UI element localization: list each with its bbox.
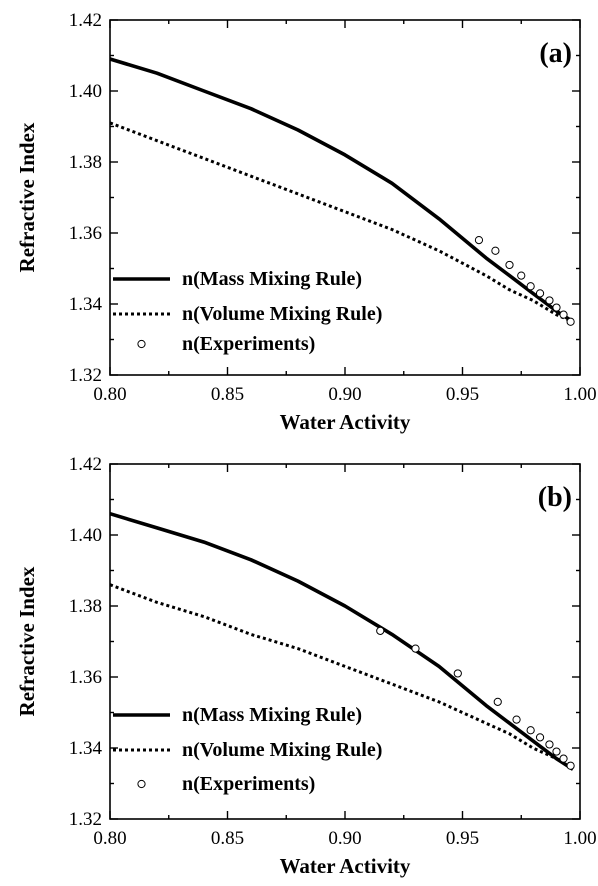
x-tick-label: 0.80 — [93, 384, 126, 405]
experiment-point — [545, 296, 554, 305]
experiment-point — [474, 236, 484, 245]
y-tick-label: 1.40 — [69, 81, 102, 102]
volume-mixing-rule-line — [109, 121, 574, 324]
experiment-point — [505, 260, 514, 270]
y-tick-label: 1.32 — [69, 365, 102, 386]
experiment-point — [491, 246, 500, 255]
panel-b: 0.80 0.85 0.90 0.95 1.00 1.32 1.34 1.36 1.38 1.40… — [15, 454, 597, 878]
legend-label: n(Experiments) — [182, 333, 315, 355]
panel-label: (a) — [539, 38, 572, 69]
experiment-point — [566, 761, 575, 770]
experiment-point — [566, 317, 575, 326]
mass-mixing-rule-line — [109, 57, 574, 324]
mass-mixing-rule-line — [109, 511, 574, 771]
x-tick-label: 0.90 — [328, 384, 361, 405]
y-tick-label: 1.36 — [69, 223, 102, 244]
panel-a: 0.80 0.85 0.90 0.95 1.00 1.32 1.34 1.36 1.38 1.40… — [15, 10, 597, 434]
experiment-point — [411, 644, 420, 653]
legend-label: n(Mass Mixing Rule) — [182, 704, 362, 726]
experiment-point — [559, 754, 568, 763]
y-tick-label: 1.40 — [69, 525, 102, 546]
legend-label: n(Volume Mixing Rule) — [182, 739, 382, 761]
y-tick-label: 1.36 — [69, 667, 102, 688]
y-tick-label: 1.42 — [69, 10, 102, 31]
x-tick-label: 1.00 — [563, 828, 596, 849]
legend-label: n(Mass Mixing Rule) — [182, 268, 362, 290]
y-tick-label: 1.38 — [69, 596, 102, 617]
panel-label: (b) — [538, 482, 572, 513]
experiment-point — [512, 715, 521, 724]
experiment-point — [453, 669, 462, 678]
experiment-point — [552, 303, 561, 312]
x-axis-label: Water Activity — [280, 854, 411, 878]
x-tick-label: 0.95 — [446, 828, 479, 849]
x-tick-label: 0.85 — [211, 384, 244, 405]
legend-marker-experiments — [137, 779, 146, 789]
experiment-point — [552, 747, 561, 756]
x-tick-label: 0.80 — [93, 828, 126, 849]
experiment-point — [493, 697, 502, 706]
legend-label: n(Experiments) — [182, 773, 315, 795]
experiment-point — [535, 289, 545, 298]
experiment-point — [559, 310, 568, 319]
x-tick-label: 0.95 — [446, 384, 479, 405]
x-tick-label: 0.90 — [328, 828, 361, 849]
y-tick-label: 1.34 — [69, 294, 103, 315]
y-tick-label: 1.32 — [69, 809, 102, 830]
experiment-point — [517, 271, 526, 280]
x-axis-label: Water Activity — [280, 410, 411, 434]
y-tick-label: 1.34 — [69, 738, 103, 759]
y-tick-label: 1.38 — [69, 152, 102, 173]
legend-label: n(Volume Mixing Rule) — [182, 303, 382, 325]
y-axis-label: Refractive Index — [15, 122, 39, 272]
experiment-point — [376, 626, 385, 635]
x-tick-label: 1.00 — [563, 384, 596, 405]
y-tick-label: 1.42 — [69, 454, 102, 475]
experiment-point — [545, 740, 554, 749]
plot-frame — [109, 463, 581, 820]
experiment-point — [535, 733, 545, 742]
legend-marker-experiments — [137, 339, 146, 349]
experiment-point — [526, 282, 535, 291]
experiment-point — [526, 726, 535, 735]
y-axis-label: Refractive Index — [15, 566, 39, 716]
x-tick-label: 0.85 — [211, 828, 244, 849]
